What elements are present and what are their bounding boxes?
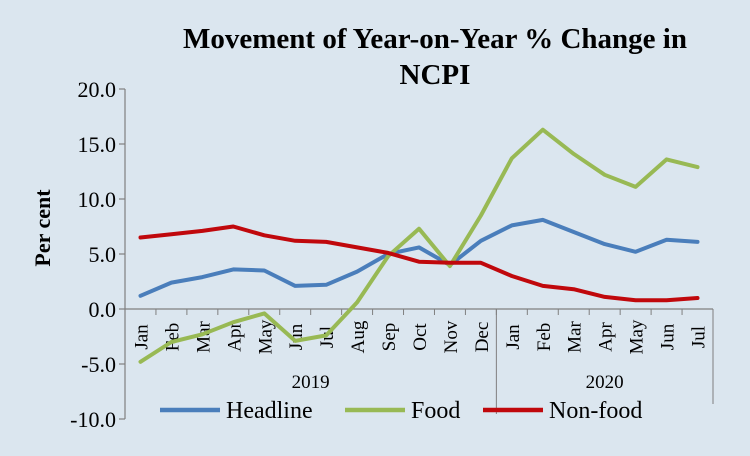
x-tick-label: Jun xyxy=(286,323,307,350)
x-tick-label: Jan xyxy=(503,324,524,350)
y-tick-label: -5.0 xyxy=(81,352,116,377)
series-layer xyxy=(138,127,700,364)
y-tick-label: 10.0 xyxy=(78,187,117,212)
x-tick-label: Mar xyxy=(193,321,214,353)
y-tick-label: 0.0 xyxy=(89,297,117,322)
x-tick-label: Nov xyxy=(441,320,462,353)
y-tick-label: 5.0 xyxy=(89,242,117,267)
x-tick-label: Aug xyxy=(348,320,369,353)
y-axis-label: Per cent xyxy=(30,189,55,267)
legend: Headline Food Non-food xyxy=(160,398,642,424)
chart-title-line2: NCPI xyxy=(400,59,471,91)
x-tick-label: Jun xyxy=(658,323,679,350)
legend-label-headline: Headline xyxy=(226,398,313,424)
x-tick-label: Sep xyxy=(379,323,400,352)
x-tick-label: Apr xyxy=(596,322,617,352)
series-line-headline xyxy=(138,217,700,298)
legend-label-food: Food xyxy=(411,398,460,424)
x-tick-label: Feb xyxy=(534,323,555,352)
year-group-label: 2019 xyxy=(292,372,330,393)
x-tick-label: Apr xyxy=(224,322,245,352)
y-tick-label: 20.0 xyxy=(78,77,117,102)
x-tick-label: Oct xyxy=(410,323,431,351)
x-tick-label: Dec xyxy=(472,322,493,353)
x-tick-label: Jul xyxy=(689,326,710,348)
series-line-non-food xyxy=(138,224,700,303)
x-tick-label: Jul xyxy=(317,326,338,348)
y-tick-label: 15.0 xyxy=(78,132,117,157)
axes-layer: 20.0 15.0 10.0 5.0 0.0 -5.0 -10.0 Jan Feb Mar Apr M… xyxy=(70,77,714,432)
x-tick-label: Mar xyxy=(565,321,586,353)
year-group-label: 2020 xyxy=(586,372,624,393)
x-tick-label: May xyxy=(255,319,276,354)
y-tick-label: -10.0 xyxy=(70,407,116,432)
x-tick-label: May xyxy=(627,319,648,354)
x-tick-label: Jan xyxy=(131,324,152,350)
legend-label-non-food: Non-food xyxy=(549,398,642,424)
chart-title-line1: Movement of Year-on-Year % Change in xyxy=(183,23,687,55)
series-line-food xyxy=(138,127,700,364)
